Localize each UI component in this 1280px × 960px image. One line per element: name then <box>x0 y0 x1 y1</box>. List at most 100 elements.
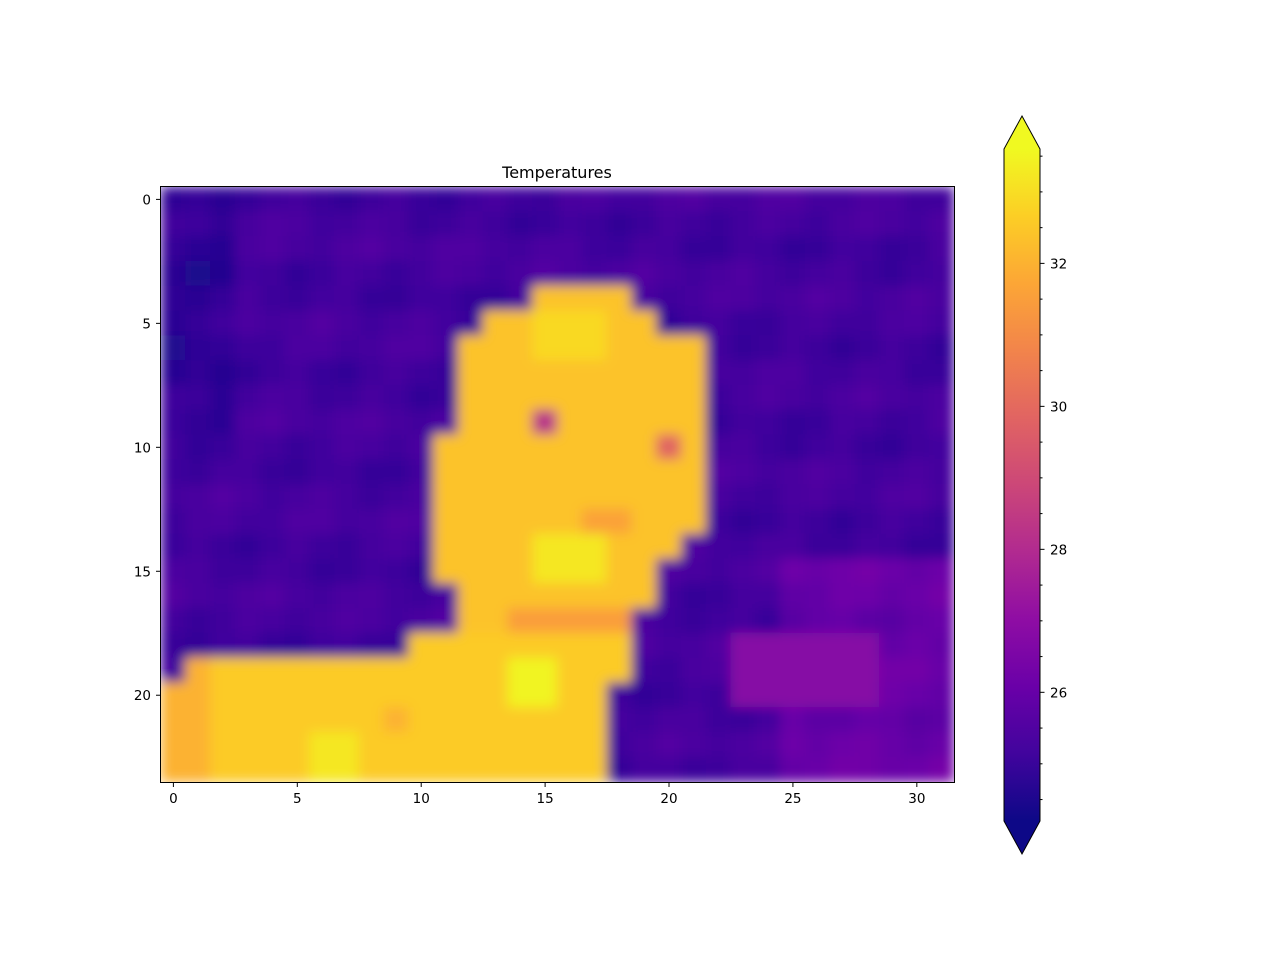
heatmap-cell <box>210 310 236 337</box>
heatmap-cell <box>854 211 881 238</box>
heatmap-cell <box>581 682 608 709</box>
heatmap-cell <box>730 632 757 659</box>
heatmap-cell <box>185 707 212 733</box>
heatmap-cell <box>333 682 360 709</box>
y-tick-label: 5 <box>142 316 151 332</box>
heatmap-cell <box>705 558 732 585</box>
heatmap-cell <box>730 756 757 782</box>
heatmap-cell <box>804 731 831 758</box>
heatmap-cell <box>903 434 930 461</box>
heatmap-cell <box>457 583 484 609</box>
heatmap-cell <box>755 484 782 510</box>
heatmap-cell <box>284 260 311 287</box>
heatmap-cell <box>383 335 410 362</box>
heatmap-cell <box>284 682 311 709</box>
heatmap-cell <box>903 211 930 238</box>
heatmap-cell <box>284 731 311 758</box>
heatmap-cell <box>185 731 212 758</box>
heatmap-cell <box>557 607 583 634</box>
heatmap-cell <box>284 756 311 782</box>
heatmap-cell <box>755 508 782 535</box>
heatmap-cell <box>234 211 261 238</box>
heatmap-cell <box>606 360 633 386</box>
heatmap-cell <box>234 459 261 485</box>
heatmap-cell <box>780 310 806 337</box>
heatmap-cell <box>780 731 806 758</box>
heatmap-cell <box>210 384 236 411</box>
heatmap-cell <box>631 459 658 485</box>
heatmap-cell <box>408 409 435 436</box>
heatmap-cell <box>755 260 782 287</box>
heatmap-cell <box>581 707 608 733</box>
heatmap-cell <box>333 533 360 560</box>
heatmap-cell <box>680 459 707 485</box>
heatmap-cell <box>656 211 682 238</box>
x-tick-label: 25 <box>784 791 801 807</box>
heatmap-cell <box>234 285 261 312</box>
heatmap-cell <box>284 558 311 585</box>
heatmap-cell <box>705 607 732 634</box>
heatmap-cell <box>309 434 335 461</box>
heatmap-cell <box>780 335 806 362</box>
heatmap-cell <box>457 731 484 758</box>
heatmap-cell <box>358 384 385 411</box>
x-tick-label: 5 <box>293 791 302 807</box>
heatmap-cell <box>903 632 930 659</box>
heatmap-cell <box>532 558 558 585</box>
heatmap-cell <box>234 384 261 411</box>
heatmap-cell <box>656 558 682 585</box>
heatmap-cell <box>259 260 286 287</box>
heatmap-cell <box>780 484 806 510</box>
heatmap-cell <box>780 508 806 535</box>
heatmap-cell <box>804 657 831 684</box>
heatmap-cell <box>606 384 633 411</box>
heatmap-cell <box>532 484 558 510</box>
heatmap-cell <box>482 335 509 362</box>
heatmap-cell <box>656 607 682 634</box>
heatmap-cell <box>730 211 757 238</box>
heatmap-cell <box>433 657 459 684</box>
heatmap-cell <box>606 607 633 634</box>
heatmap-cell <box>928 682 954 709</box>
heatmap-cell <box>730 707 757 733</box>
heatmap-cell <box>581 335 608 362</box>
heatmap-cell <box>210 484 236 510</box>
colorbar-tick-label: 26 <box>1050 685 1067 701</box>
heatmap-cell <box>854 533 881 560</box>
heatmap-cell <box>854 607 881 634</box>
heatmap-cell <box>210 434 236 461</box>
heatmap-cell <box>532 459 558 485</box>
heatmap-cell <box>532 682 558 709</box>
heatmap-cell <box>433 360 459 386</box>
heatmap-cell <box>730 236 757 262</box>
heatmap-cell <box>606 731 633 758</box>
heatmap-cell <box>656 459 682 485</box>
colorbar-tick-label: 28 <box>1050 542 1067 558</box>
heatmap-cell <box>581 409 608 436</box>
heatmap-cell <box>532 285 558 312</box>
heatmap-cell <box>606 558 633 585</box>
heatmap-cell <box>507 285 534 312</box>
heatmap-cell <box>358 335 385 362</box>
heatmap-cell <box>284 236 311 262</box>
heatmap-cell <box>755 682 782 709</box>
heatmap-cell <box>383 657 410 684</box>
heatmap-cell <box>185 360 212 386</box>
heatmap-cell <box>383 260 410 287</box>
heatmap-cell <box>804 607 831 634</box>
heatmap-cell <box>408 236 435 262</box>
heatmap-cell <box>928 384 954 411</box>
heatmap-cell <box>854 484 881 510</box>
heatmap-cell <box>408 632 435 659</box>
heatmap-cell <box>606 707 633 733</box>
heatmap-cell <box>457 310 484 337</box>
heatmap-cell <box>532 409 558 436</box>
heatmap-cell <box>879 211 905 238</box>
heatmap-cell <box>482 384 509 411</box>
heatmap-cell <box>705 682 732 709</box>
heatmap-cell <box>383 731 410 758</box>
heatmap-cell <box>457 260 484 287</box>
heatmap-cell <box>879 558 905 585</box>
heatmap-cell <box>829 459 856 485</box>
heatmap-cell <box>903 459 930 485</box>
